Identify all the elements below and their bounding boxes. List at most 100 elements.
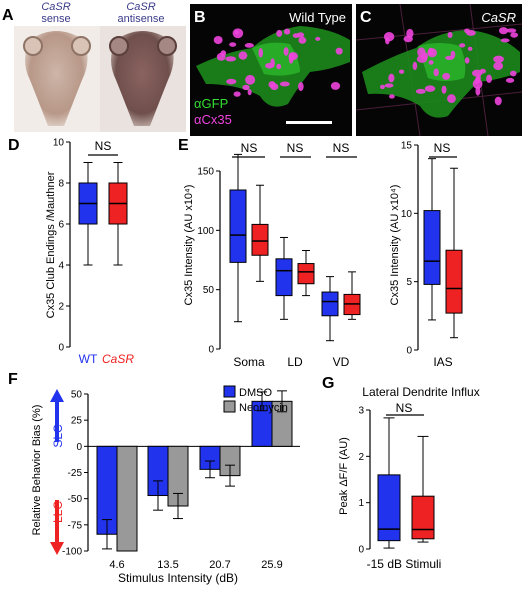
panel-c: C CaSR [355,3,523,137]
panel-f-x-tick-label: 20.7 [209,559,230,571]
cx35-punctum [427,47,434,56]
legend-cx35: αCx35 [194,112,232,127]
cx35-punctum [459,43,466,48]
panel-d-xlabel-casr: CaSR [102,352,134,366]
panel-g-xlabel: -15 dB Stimuli [367,557,442,571]
legend-label-neomycin: Neomycin [239,402,288,414]
panel-e-ias-wt-box [423,210,441,285]
panel-e2-y-tick-label: 0 [406,346,412,357]
panel-e: E Cx35 Intensity (AU x10⁴) Cx35 Intensit… [178,137,463,369]
cx35-punctum [383,32,395,42]
cx35-punctum [498,27,509,35]
panel-e2-y-tick-label: 15 [401,141,413,152]
legend-label-dmso: DMSO [239,387,272,399]
panel-e-soma-wt-box [229,189,247,263]
cx35-punctum [238,51,248,60]
cx35-punctum [510,70,517,77]
panel-e-letter: E [178,137,189,154]
panel-e-ns-ias: NS [434,141,451,155]
panel-f-y-tick-label: -25 [68,468,83,479]
panel-e-right-plot: 0 5 10 15 IAS [401,141,463,369]
cx35-punctum [233,91,241,97]
panel-g-y-tick-label: 3 [358,406,364,417]
panel-f-x-tick-label: 4.6 [109,559,124,571]
sense-larva-image [14,26,100,132]
panel-b: B Wild Type αGFP αCx35 [190,4,352,136]
legend-swatch-dmso [223,385,236,398]
panel-f-x-tick-label: 25.9 [261,559,282,571]
panel-d-y-tick-label: 0 [58,343,64,354]
cx35-punctum [247,89,252,96]
panel-a-sense-gene: CaSR [41,1,70,13]
cx35-punctum [493,61,504,71]
cx35-punctum [244,42,254,48]
cx35-punctum [433,68,439,77]
cx35-punctum [475,86,481,96]
cx35-puncta [380,27,519,106]
cx35-punctum [447,31,453,38]
cx35-punctum [505,77,515,83]
panel-e-y-tick-label: 100 [197,226,214,237]
panel-g-title: Lateral Dendrite Influx [362,385,479,399]
cx35-punctum [445,55,454,60]
cx35-punctum [234,30,240,35]
cx35-punctum [472,79,483,89]
cx35-punctum [384,83,394,88]
panel-g-y-tick-label: 2 [358,452,364,463]
panel-d-y-tick-label: 4 [58,261,64,272]
panel-a-sense-label: sense [41,13,70,25]
scale-bar [286,121,332,124]
panel-a: A CaSR sense CaSR antisense [2,1,186,132]
cx35-punctum [424,85,436,92]
cx35-puncta [213,28,343,97]
cx35-punctum [283,28,291,35]
cx35-punctum [258,47,263,58]
cx35-punctum [406,28,414,38]
cx35-punctum [486,74,493,84]
panel-e-category-label: Soma [233,355,265,369]
panel-g-plot: 0 1 2 3 [358,406,435,556]
panel-d-plot: 0 2 4 6 8 10 [53,138,128,354]
panel-e-category-label: IAS [433,355,452,369]
panel-d-ns: NS [95,139,112,153]
panel-e-ylabel-left: Cx35 Intensity (AU x10⁴) [183,185,195,306]
panel-d-ylabel: Cx35 Club Endings /Mauthner [45,171,57,318]
cx35-punctum [276,63,282,70]
panel-e-ld-casr-box [297,263,315,285]
legend-swatch-neomycin [223,400,236,413]
panel-e-vd-wt-box [321,291,339,317]
panel-e-soma-casr-box [251,223,269,256]
legend-gfp: αGFP [194,96,228,111]
panel-d-y-tick-label: 6 [58,220,64,231]
panel-g-y-tick-label: 1 [358,498,364,509]
panel-a-antisense-gene: CaSR [126,1,155,13]
cx35-punctum [421,52,429,60]
cx35-punctum [415,88,426,94]
cx35-punctum [412,61,418,71]
cx35-punctum [270,83,279,91]
slc-arrow [50,389,64,442]
cx35-punctum [388,73,395,83]
cx35-punctum [242,84,250,91]
panel-e-ias-casr-box [445,249,463,314]
panel-b-genotype-label: Wild Type [289,10,346,25]
panel-c-letter: C [360,9,372,26]
cx35-punctum [506,28,517,33]
panel-e-y-tick-label: 50 [203,285,215,296]
antisense-larva-image [100,26,186,132]
panel-e-y-tick-label: 150 [197,167,214,178]
panel-e-y-tick-label: 0 [208,345,214,356]
panel-a-antisense-label: antisense [117,13,164,25]
panel-g: G Lateral Dendrite Influx Peak ΔF/F (AU)… [322,375,480,571]
cx35-punctum [464,57,470,64]
panel-d-y-tick-label: 8 [58,179,64,190]
panel-e-category-label: VD [333,355,350,369]
panel-g-ns: NS [396,401,413,415]
cx35-punctum [298,82,304,92]
panel-e-ylabel-right: Cx35 Intensity (AU x10⁴) [389,185,401,306]
cx35-punctum [479,68,486,74]
cx35-punctum [298,36,307,44]
panel-e-ld-wt-box [275,258,293,297]
panel-f-xlabel: Stimulus Intensity (dB) [118,571,238,585]
